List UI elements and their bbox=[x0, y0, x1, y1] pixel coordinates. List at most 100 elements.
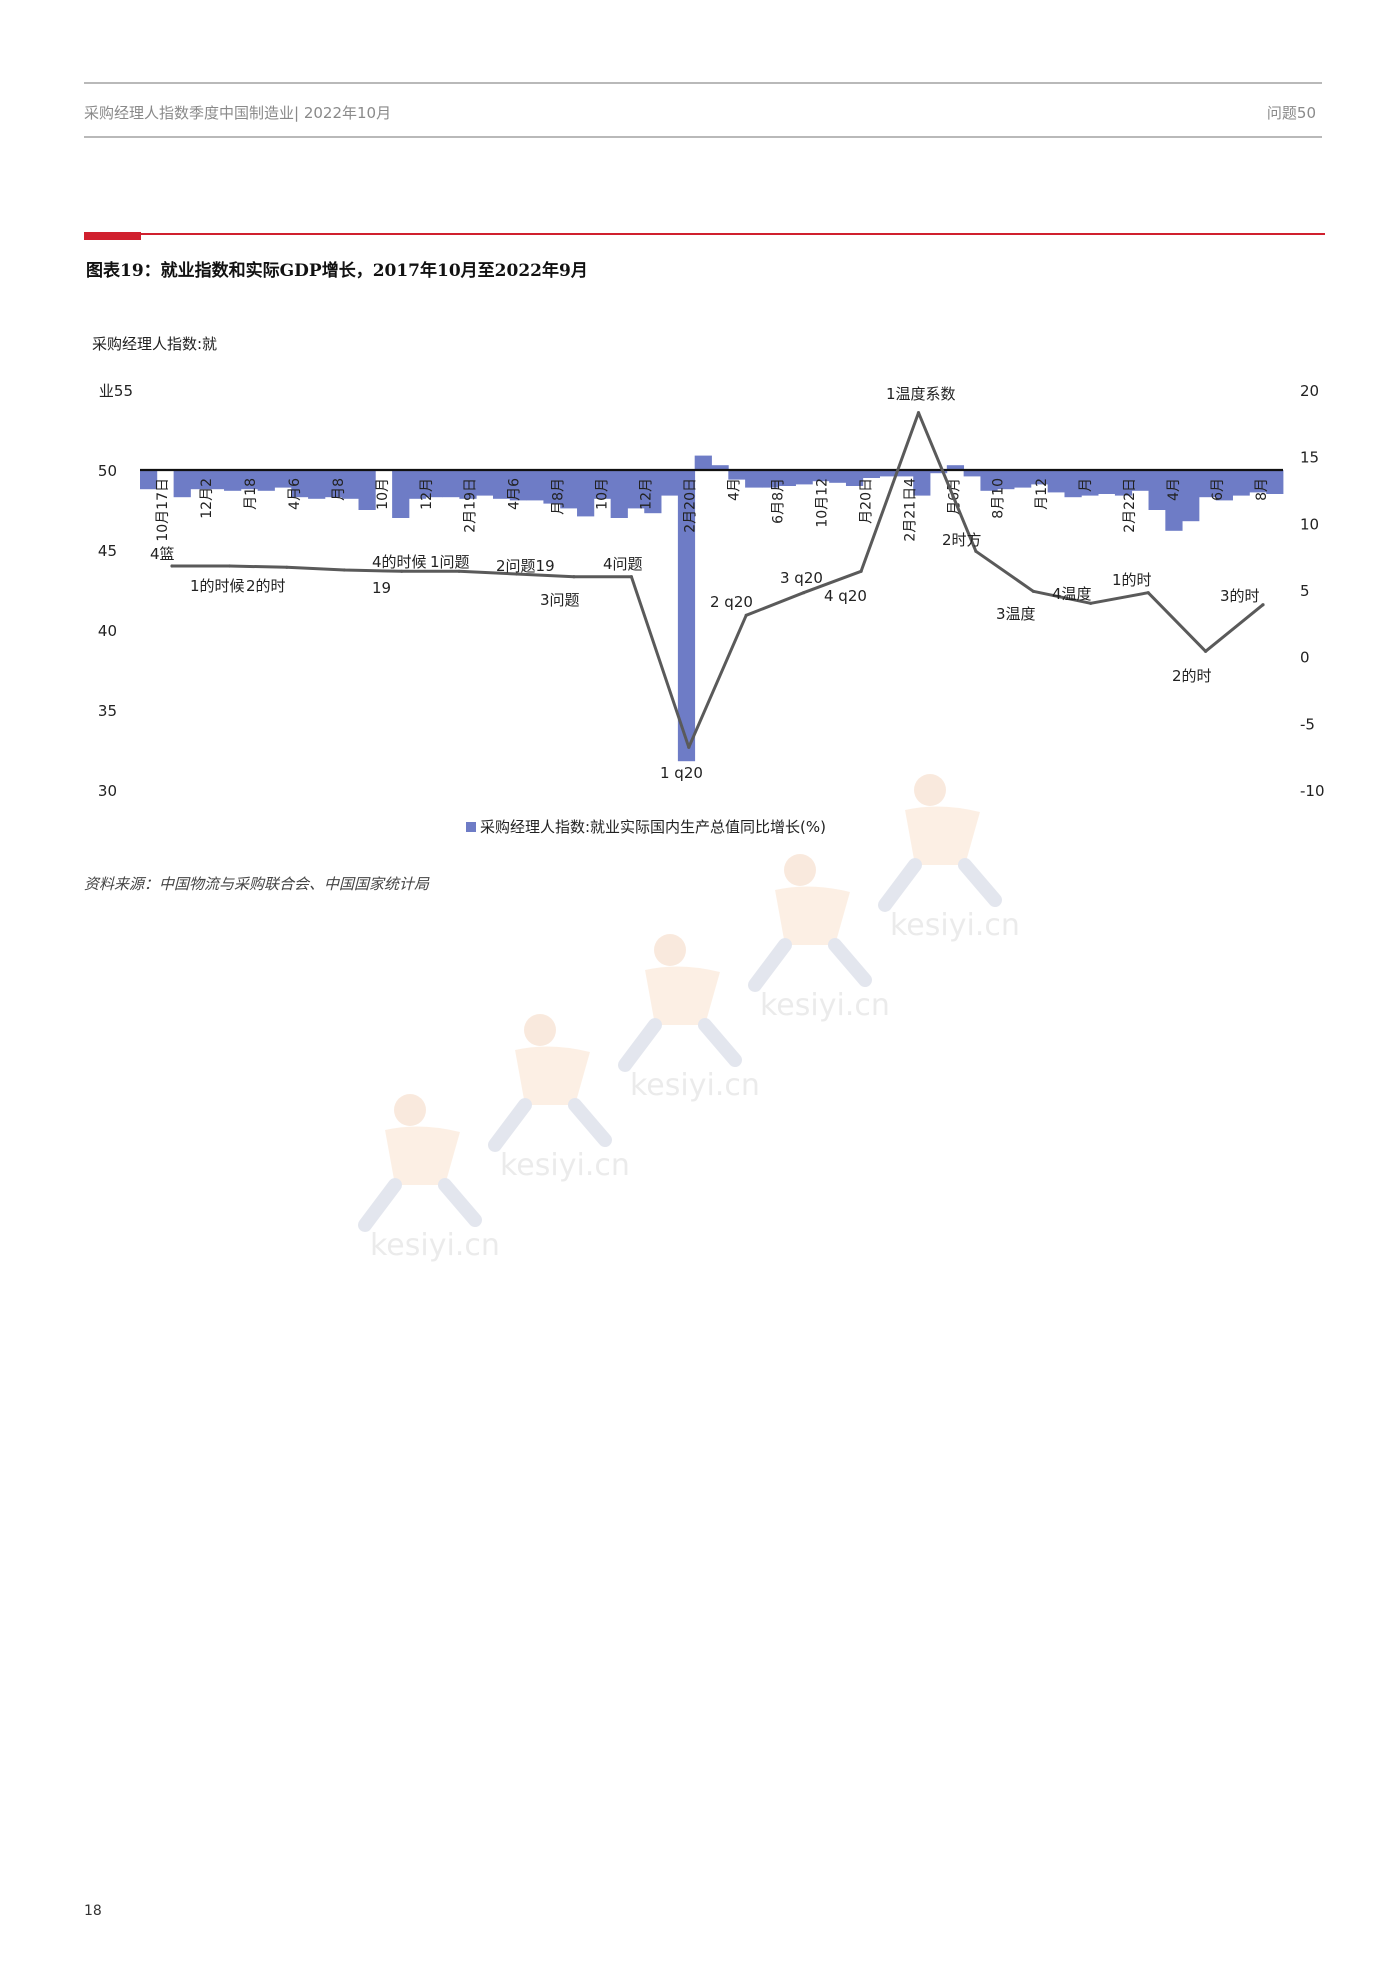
gdp-point bbox=[802, 591, 806, 595]
x-tick-label: 月20日 bbox=[858, 478, 874, 524]
gdp-data-label: 3的时 bbox=[1220, 587, 1260, 605]
bar bbox=[946, 465, 965, 470]
bar bbox=[812, 470, 830, 482]
gdp-point bbox=[974, 549, 978, 553]
bar bbox=[324, 470, 343, 498]
header-title: 采购经理人指数季度中国制造业| 2022年10月 bbox=[84, 104, 392, 122]
bar bbox=[224, 470, 242, 491]
bar bbox=[694, 455, 712, 470]
chart: 采购经理人指数:就 30 35 40 45 50 业55 -10 -5 0 5 10 15 20 10月17… bbox=[92, 335, 1325, 800]
x-tick-label: 6月 bbox=[1210, 478, 1226, 501]
bar bbox=[408, 470, 427, 499]
svg-text:kesiyi.cn: kesiyi.cn bbox=[760, 988, 890, 1023]
gdp-point bbox=[572, 575, 576, 579]
bar bbox=[1014, 470, 1032, 488]
bar bbox=[492, 470, 511, 499]
bar bbox=[425, 470, 443, 498]
bar bbox=[257, 470, 275, 491]
bar bbox=[1064, 470, 1082, 498]
y-right-tick-label: 15 bbox=[1300, 449, 1319, 467]
left-axis-title: 采购经理人指数:就 bbox=[92, 335, 217, 353]
gdp-point bbox=[514, 572, 519, 576]
figure-title: 图表19：就业指数和实际GDP增长，2017年10月至2022年9月 bbox=[86, 261, 588, 281]
bar bbox=[728, 470, 746, 480]
bar bbox=[845, 470, 864, 486]
chart-legend: 采购经理人指数:就业实际国内生产总值同比增长(%) bbox=[466, 816, 826, 837]
bar bbox=[795, 470, 813, 485]
gdp-data-label: 2的时 bbox=[1172, 667, 1212, 685]
bar bbox=[459, 470, 477, 499]
gdp-data-label: 1温度系数 bbox=[886, 385, 956, 403]
gdp-point bbox=[457, 569, 461, 573]
x-tick-label: 10月 bbox=[595, 478, 611, 510]
section-accent-line bbox=[141, 233, 1325, 235]
x-tick-label: 2月22日 bbox=[1122, 478, 1138, 533]
bar bbox=[173, 470, 191, 498]
gdp-point bbox=[1261, 603, 1265, 607]
x-tick-label: 4月 bbox=[727, 478, 743, 501]
bar bbox=[308, 470, 326, 499]
gdp-data-label: 1的时 bbox=[1112, 571, 1152, 589]
y-left-tick-label: 30 bbox=[98, 782, 117, 800]
gdp-data-label: 4问题 bbox=[603, 555, 643, 573]
bar bbox=[509, 470, 527, 501]
bar bbox=[1266, 470, 1284, 494]
bar bbox=[341, 470, 359, 499]
gdp-data-label: 3问题 bbox=[540, 591, 580, 609]
bar bbox=[627, 470, 645, 509]
svg-text:kesiyi.cn: kesiyi.cn bbox=[630, 1068, 760, 1103]
svg-text:kesiyi.cn: kesiyi.cn bbox=[500, 1148, 630, 1183]
x-tick-label: 月 bbox=[1078, 478, 1094, 492]
x-tick-label: 月12 bbox=[1034, 478, 1050, 510]
y-left-top-label: 业55 bbox=[99, 382, 133, 400]
x-tick-label: 4月 bbox=[1166, 478, 1182, 501]
bar bbox=[862, 470, 880, 478]
bar bbox=[980, 470, 998, 491]
gdp-point bbox=[227, 564, 231, 568]
gdp-data-label: 2问题19 bbox=[496, 557, 555, 575]
header-top-rule bbox=[84, 82, 1322, 84]
legend-label: 采购经理人指数:就业实际国内生产总值同比增长(%) bbox=[480, 818, 827, 836]
bar bbox=[190, 470, 208, 490]
bar bbox=[644, 470, 662, 514]
bar bbox=[291, 470, 309, 498]
svg-text:kesiyi.cn: kesiyi.cn bbox=[890, 908, 1020, 943]
y-right-tick-label: -10 bbox=[1300, 782, 1325, 800]
y-left-tick-label: 45 bbox=[98, 542, 117, 560]
gdp-data-label: 3 q20 bbox=[780, 569, 823, 587]
bar bbox=[1114, 470, 1133, 496]
bar bbox=[997, 470, 1015, 490]
bar bbox=[274, 470, 292, 488]
gdp-data-label: 2的时 bbox=[246, 577, 286, 595]
x-tick-label: 8月10 bbox=[990, 478, 1006, 519]
gdp-point bbox=[1146, 591, 1150, 595]
page-number: 18 bbox=[84, 1903, 102, 1919]
bar bbox=[1215, 470, 1233, 501]
watermark-figure: kesiyi.cn bbox=[748, 854, 890, 1023]
gdp-point bbox=[744, 613, 748, 617]
gdp-data-label: 4篮 bbox=[150, 545, 175, 563]
gdp-point bbox=[859, 569, 863, 573]
x-tick-label: 10月 bbox=[375, 478, 391, 510]
x-tick-label: 6月8月 bbox=[770, 478, 786, 524]
gdp-data-label: 3温度 bbox=[996, 605, 1036, 623]
bar bbox=[1165, 470, 1183, 531]
bar bbox=[913, 470, 931, 496]
x-tick-label: 4月6 bbox=[507, 478, 523, 510]
header-bottom-rule bbox=[84, 136, 1322, 138]
bar bbox=[1198, 470, 1217, 498]
y-left-tick-label: 50 bbox=[98, 462, 117, 480]
y-right-tick-label: 0 bbox=[1300, 649, 1310, 667]
y-right-tick-label: 5 bbox=[1300, 582, 1310, 600]
gdp-data-label: 2 q20 bbox=[710, 593, 753, 611]
x-tick-label: 4月6 bbox=[287, 478, 303, 510]
bar bbox=[829, 470, 847, 483]
bar bbox=[661, 470, 679, 496]
bar bbox=[1148, 470, 1166, 510]
gdp-point bbox=[1031, 589, 1035, 593]
gdp-point bbox=[1204, 649, 1208, 653]
y-right-tick-label: 10 bbox=[1300, 515, 1319, 533]
y-right-tick-label: 20 bbox=[1300, 382, 1319, 400]
watermark-figure: kesiyi.cn bbox=[488, 1014, 630, 1183]
gdp-data-label: 1 q20 bbox=[660, 764, 703, 782]
